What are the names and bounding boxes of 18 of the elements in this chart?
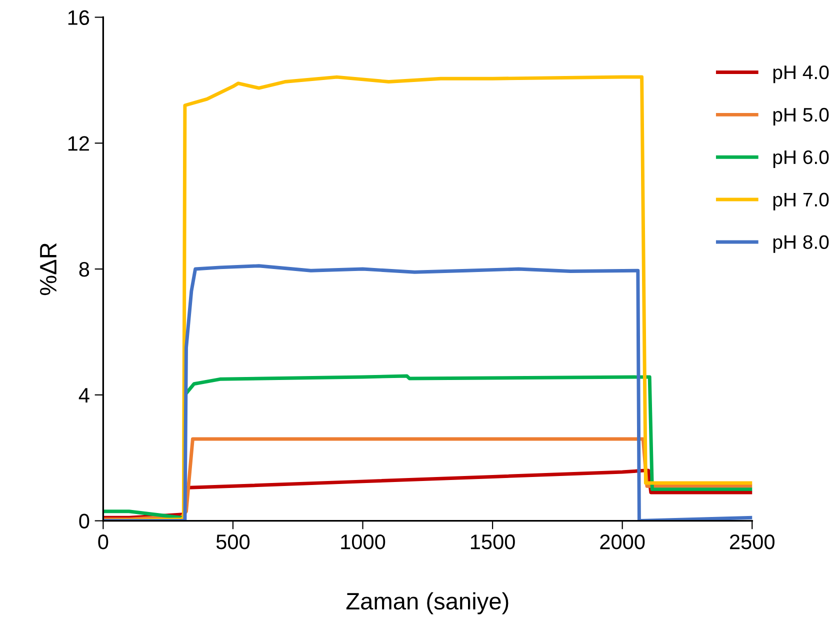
x-tick-label: 0 (98, 534, 108, 550)
y-tick-label: 8 (79, 262, 90, 277)
legend-label: pH 7.0 (773, 192, 829, 210)
legend-label: pH 5.0 (773, 108, 829, 126)
y-tick-label: 4 (78, 388, 90, 402)
x-tick-label: 1000 (341, 534, 386, 550)
x-tick-label: 500 (216, 534, 250, 550)
x-tick-label: 1500 (470, 534, 515, 550)
x-axis-title: Zaman (saniye) (346, 592, 508, 614)
y-tick-label: 12 (68, 136, 89, 151)
y-tick-label: 0 (79, 514, 90, 529)
legend-label: pH 8.0 (773, 235, 829, 253)
legend-label: pH 4.0 (773, 65, 829, 84)
x-tick-label: 2000 (600, 534, 645, 550)
y-axis-title: %ΔR (40, 243, 56, 296)
legend-label: pH 6.0 (773, 150, 829, 168)
x-tick-label: 2500 (730, 534, 774, 550)
y-tick-label: 16 (68, 10, 90, 26)
